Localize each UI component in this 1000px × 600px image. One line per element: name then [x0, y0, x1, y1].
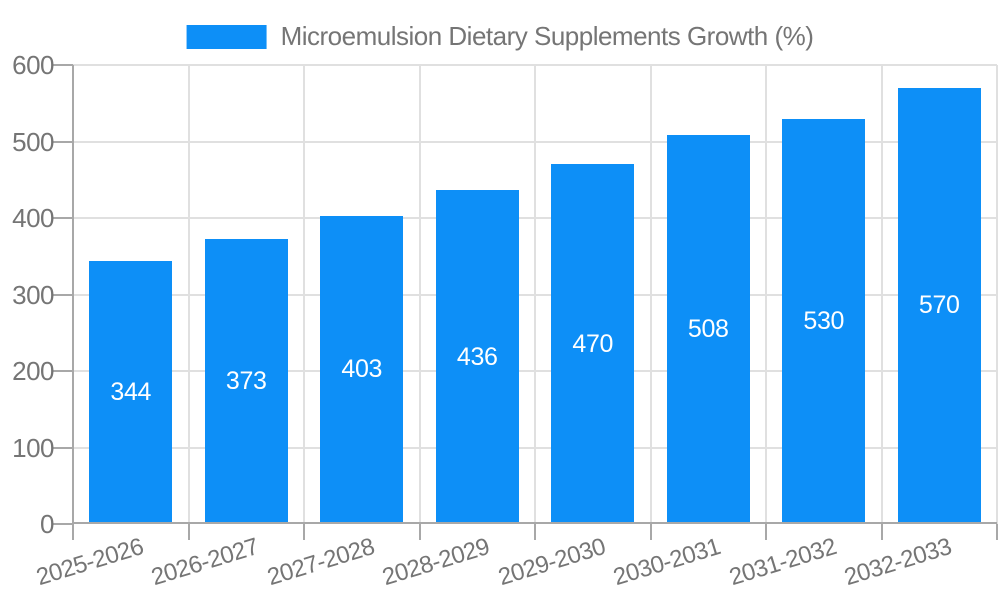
- y-axis-tick-label: 400: [12, 203, 54, 233]
- bar: 373: [204, 238, 288, 524]
- chart-legend: Microemulsion Dietary Supplements Growth…: [186, 21, 814, 52]
- y-axis-tick: [53, 370, 73, 372]
- y-axis-tick-label: 600: [12, 50, 54, 80]
- bar: 508: [666, 135, 750, 524]
- y-axis-tick-label: 500: [12, 126, 54, 157]
- x-axis-tick: [996, 524, 998, 540]
- bar: 344: [89, 260, 173, 524]
- gridline-vertical: [303, 65, 305, 524]
- bar-value-label: 373: [225, 366, 267, 395]
- gridline-vertical: [880, 65, 883, 524]
- x-axis-tick: [187, 524, 190, 540]
- x-axis-tick: [880, 524, 883, 540]
- y-axis-tick-label: 200: [12, 356, 54, 386]
- bar: 403: [320, 215, 404, 524]
- y-axis-tick: [53, 446, 73, 449]
- x-axis-tick: [418, 524, 421, 540]
- bar-value-label: 403: [341, 355, 383, 384]
- y-axis-tick: [53, 217, 73, 219]
- bar-value-label: 344: [110, 377, 152, 406]
- bar: 470: [551, 164, 635, 524]
- y-axis-tick: [53, 140, 73, 143]
- gridline-vertical: [418, 65, 421, 524]
- gridline-vertical: [187, 65, 190, 524]
- legend-swatch: [186, 24, 267, 49]
- bar: 530: [782, 118, 866, 524]
- bar: 436: [435, 190, 519, 524]
- y-axis-tick-label: 0: [40, 509, 54, 539]
- y-axis-tick: [53, 64, 73, 66]
- x-axis-line: [73, 522, 997, 524]
- y-axis-tick: [53, 523, 73, 525]
- bar-value-label: 470: [572, 329, 614, 358]
- x-axis-tick: [649, 524, 652, 540]
- x-axis-tick: [534, 524, 536, 540]
- y-axis-line: [72, 65, 74, 524]
- bar-value-label: 570: [918, 291, 960, 320]
- bar-value-label: 530: [803, 306, 845, 335]
- y-axis-tick-label: 100: [12, 432, 54, 463]
- plot-area: 344 373 403 436 470 508 530 570: [53, 64, 998, 540]
- y-axis-tick-label: 300: [12, 279, 54, 310]
- gridline-vertical: [649, 65, 652, 524]
- x-axis-tick: [303, 524, 305, 540]
- gridline-vertical: [996, 65, 998, 524]
- y-axis-tick: [53, 293, 73, 296]
- x-axis-tick: [765, 524, 767, 540]
- bar: 570: [897, 87, 981, 524]
- gridline-vertical: [765, 65, 767, 524]
- gridline-vertical: [534, 65, 536, 524]
- legend-label: Microemulsion Dietary Supplements Growth…: [280, 21, 814, 51]
- x-axis-tick: [72, 524, 74, 540]
- bar-value-label: 436: [456, 342, 498, 371]
- bar-value-label: 508: [687, 315, 729, 344]
